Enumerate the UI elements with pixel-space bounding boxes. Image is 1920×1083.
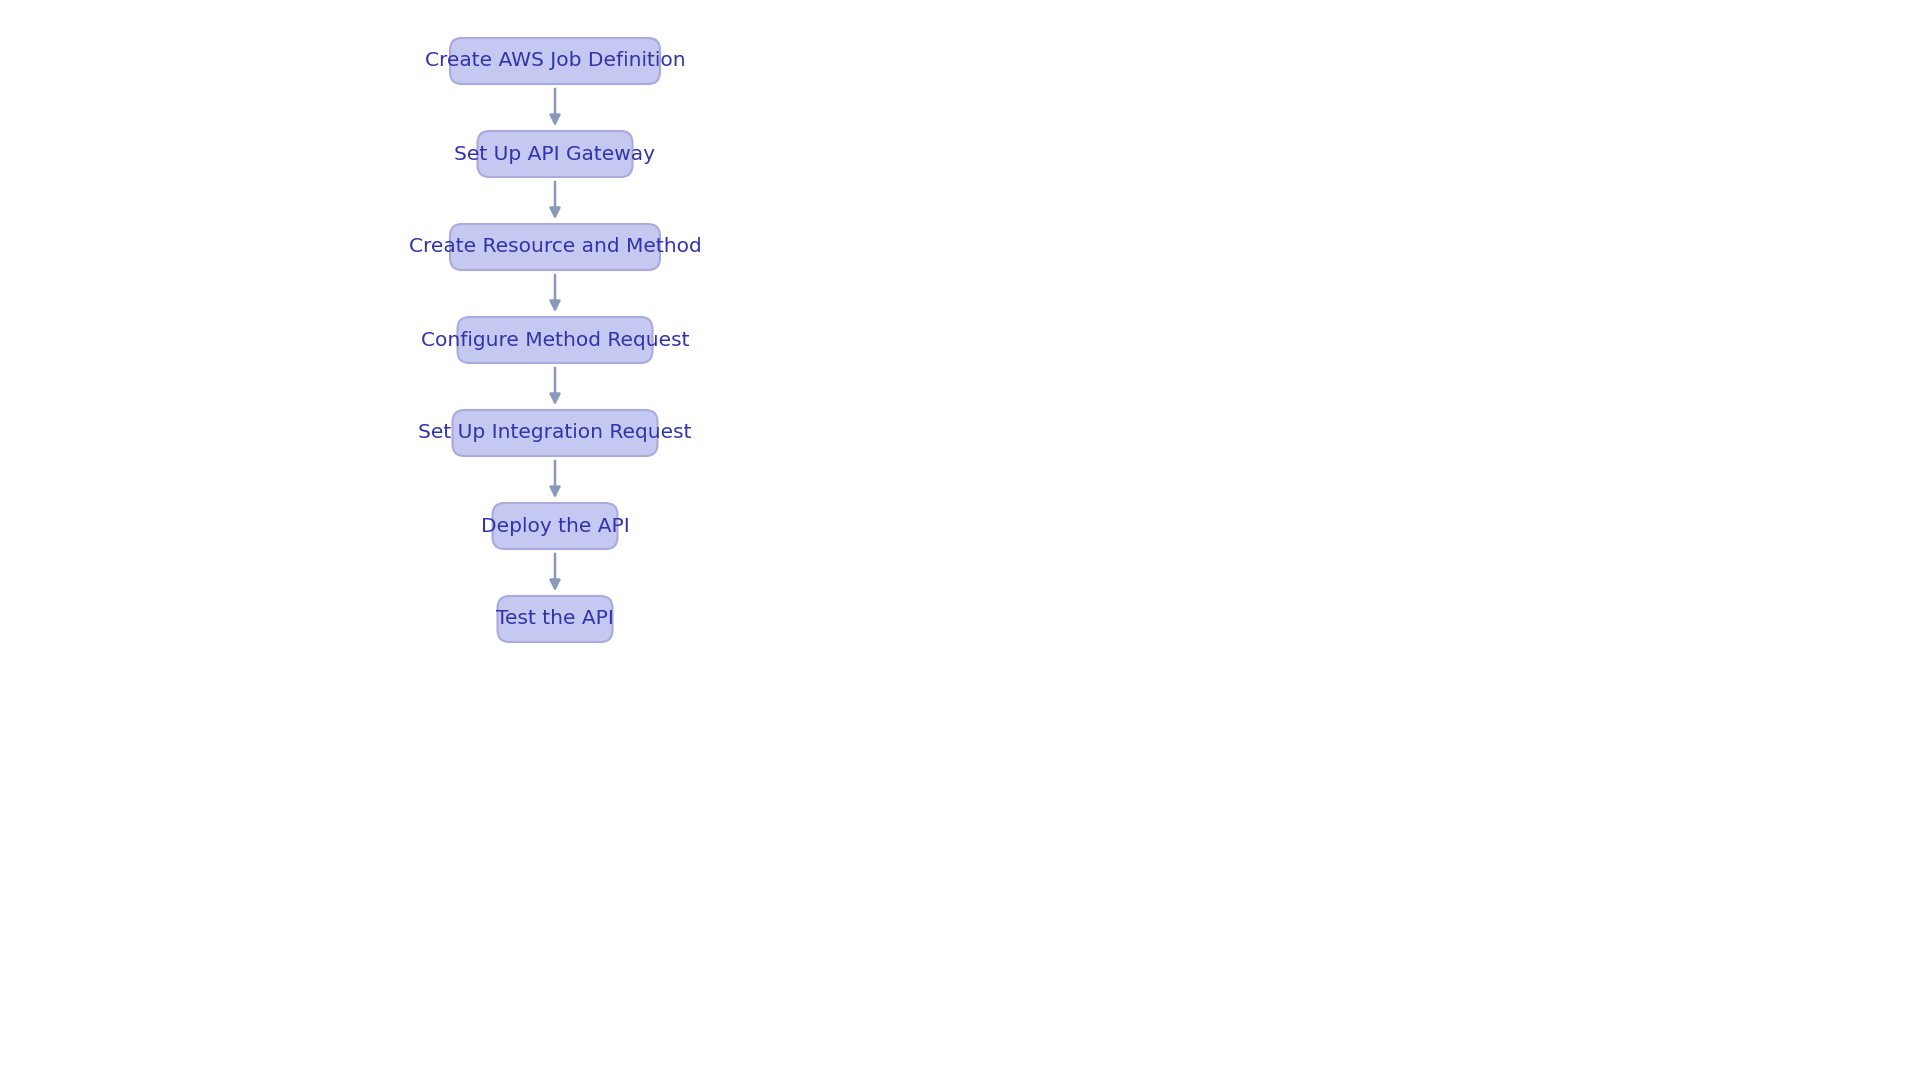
Text: Configure Method Request: Configure Method Request [420, 330, 689, 350]
Text: Create Resource and Method: Create Resource and Method [409, 237, 701, 257]
Text: Deploy the API: Deploy the API [480, 517, 630, 535]
FancyBboxPatch shape [449, 224, 660, 270]
Text: Set Up Integration Request: Set Up Integration Request [419, 423, 691, 443]
FancyBboxPatch shape [453, 410, 657, 456]
FancyBboxPatch shape [478, 131, 632, 177]
FancyBboxPatch shape [457, 317, 653, 363]
FancyBboxPatch shape [497, 596, 612, 642]
Text: Create AWS Job Definition: Create AWS Job Definition [424, 52, 685, 70]
Text: Set Up API Gateway: Set Up API Gateway [455, 144, 655, 164]
Text: Test the API: Test the API [495, 610, 614, 628]
FancyBboxPatch shape [493, 503, 618, 549]
FancyBboxPatch shape [449, 38, 660, 84]
